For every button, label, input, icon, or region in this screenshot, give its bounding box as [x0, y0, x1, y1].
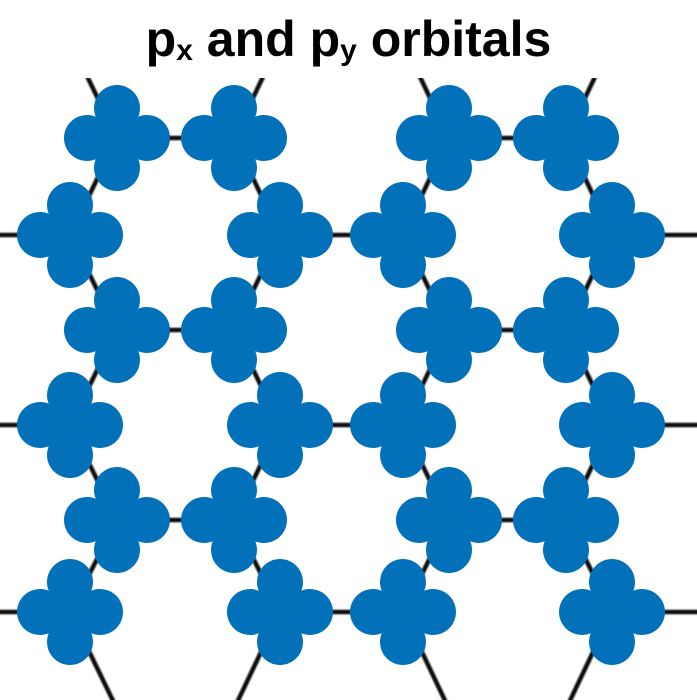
- four-lobe-p-orbital-icon: [63, 467, 171, 573]
- four-lobe-p-orbital-icon: [16, 182, 124, 288]
- title-orbitals: orbitals: [356, 11, 552, 67]
- four-lobe-p-orbital-icon: [558, 559, 666, 665]
- title-p-x: p: [145, 11, 177, 67]
- orbital-lobe: [211, 85, 257, 138]
- orbital-lobe: [380, 559, 426, 612]
- orbital-lobe: [211, 277, 257, 330]
- orbital-lobe: [426, 467, 472, 520]
- four-lobe-p-orbital-icon: [349, 372, 457, 478]
- orbital-lobe: [47, 182, 93, 235]
- orbital-lobe: [257, 559, 303, 612]
- title-p-y: p: [309, 11, 341, 67]
- four-lobe-p-orbital-icon: [512, 467, 620, 573]
- orbital-lobe: [94, 467, 140, 520]
- four-lobe-p-orbital-icon: [16, 372, 124, 478]
- four-lobe-p-orbital-icon: [349, 559, 457, 665]
- orbital-lobe: [543, 277, 589, 330]
- lattice-orbitals: [16, 85, 666, 665]
- orbital-lobe: [94, 277, 140, 330]
- four-lobe-p-orbital-icon: [16, 559, 124, 665]
- four-lobe-p-orbital-icon: [512, 277, 620, 383]
- title-and: and: [192, 11, 310, 67]
- orbital-lobe: [380, 182, 426, 235]
- four-lobe-p-orbital-icon: [226, 372, 334, 478]
- four-lobe-p-orbital-icon: [63, 277, 171, 383]
- orbital-lobe: [380, 372, 426, 425]
- orbital-lobe: [47, 372, 93, 425]
- four-lobe-p-orbital-icon: [395, 467, 503, 573]
- orbital-lobe: [426, 85, 472, 138]
- four-lobe-p-orbital-icon: [180, 85, 288, 191]
- four-lobe-p-orbital-icon: [63, 85, 171, 191]
- four-lobe-p-orbital-icon: [226, 182, 334, 288]
- orbital-lobe: [47, 559, 93, 612]
- four-lobe-p-orbital-icon: [558, 372, 666, 478]
- orbital-lobe: [94, 85, 140, 138]
- title-subscript-x: x: [176, 34, 193, 67]
- four-lobe-p-orbital-icon: [512, 85, 620, 191]
- four-lobe-p-orbital-icon: [180, 467, 288, 573]
- four-lobe-p-orbital-icon: [180, 277, 288, 383]
- orbital-lobe: [257, 372, 303, 425]
- four-lobe-p-orbital-icon: [395, 85, 503, 191]
- four-lobe-p-orbital-icon: [226, 559, 334, 665]
- orbital-lobe: [426, 277, 472, 330]
- diagram-title: px and py orbitals: [0, 4, 697, 74]
- title-subscript-y: y: [340, 34, 357, 67]
- four-lobe-p-orbital-icon: [558, 182, 666, 288]
- orbital-lobe: [589, 559, 635, 612]
- four-lobe-p-orbital-icon: [349, 182, 457, 288]
- orbital-lobe: [257, 182, 303, 235]
- orbital-lobe: [543, 467, 589, 520]
- orbital-lobe: [589, 182, 635, 235]
- orbital-lobe: [543, 85, 589, 138]
- orbital-lobe: [211, 467, 257, 520]
- orbital-lobe: [589, 372, 635, 425]
- four-lobe-p-orbital-icon: [395, 277, 503, 383]
